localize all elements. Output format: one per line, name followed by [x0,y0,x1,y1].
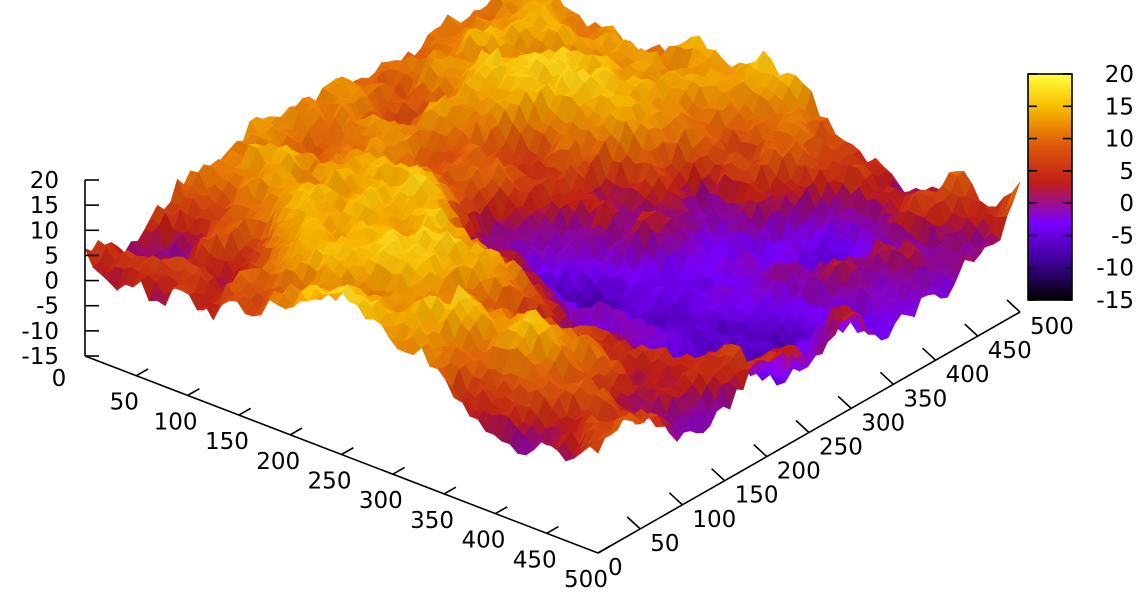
x-tick-mark [495,506,508,515]
x-tick-mark [392,466,406,475]
y-tick-label: 50 [650,531,679,557]
colorbar-tick-label: -15 [1096,288,1134,314]
x-tick-label: 300 [359,488,403,514]
z-tick-label: 15 [30,193,59,219]
x-tick-mark [546,525,559,534]
x-tick-label: 200 [256,449,300,475]
y-tick-label: 300 [861,410,905,436]
z-tick-label: -5 [36,294,59,320]
y-tick-label: 250 [819,435,863,461]
y-tick-label: 350 [903,386,947,412]
x-tick-mark [597,545,611,554]
colorbar-tick-label: 0 [1119,191,1134,217]
y-tick-label: 450 [988,338,1032,364]
y-tick-mark [668,492,683,506]
y-tick-label: 100 [692,507,736,533]
x-tick-mark [187,387,200,397]
colorbar-tick-label: 15 [1105,94,1134,120]
y-tick-mark [837,395,852,409]
colorbar-tick-label: -5 [1111,223,1134,249]
y-tick-label: 150 [735,483,779,509]
colorbar-tick-label: 20 [1105,62,1134,88]
z-tick-label: 20 [30,168,59,194]
x-tick-mark [341,447,354,456]
x-tick-mark [238,407,252,416]
y-tick-mark [753,444,768,458]
x-tick-mark [289,427,303,436]
y-tick-label: 400 [946,362,990,388]
y-tick-mark [626,516,641,530]
surface-mesh [84,0,1021,462]
colorbar-tick-label: 10 [1105,127,1134,153]
y-tick-label: 0 [608,555,623,581]
x-tick-label: 500 [564,567,608,593]
x-tick-label: 450 [513,547,557,573]
y-tick-mark [922,347,937,361]
colorbar-fill [1028,74,1072,300]
x-tick-mark [135,368,149,377]
y-tick-mark [1006,299,1021,313]
y-tick-mark [879,371,894,385]
x-tick-label: 50 [110,390,139,416]
y-tick-mark [964,323,979,337]
y-tick-mark [795,419,810,434]
x-tick-label: 100 [154,409,198,435]
x-tick-label: 150 [205,429,249,455]
y-tick-label: 500 [1030,314,1074,340]
colorbar-tick-label: -10 [1096,256,1134,282]
z-tick-label: 5 [44,243,59,269]
colorbar: -15 -10 -5 0 5 10 15 20 [1027,62,1134,314]
x-tick-mark [443,486,457,495]
z-tick-label: 10 [30,218,59,244]
x-tick-label: 400 [461,528,505,554]
z-tick-label: 0 [44,269,59,295]
z-tick-label: -10 [21,319,59,345]
y-tick-label: 200 [777,459,821,485]
colorbar-tick-label: 5 [1119,159,1134,185]
y-tick-mark [711,468,726,482]
x-tick-label: 350 [410,508,454,534]
x-tick-label: 250 [308,469,352,495]
x-tick-label: 0 [52,366,67,392]
